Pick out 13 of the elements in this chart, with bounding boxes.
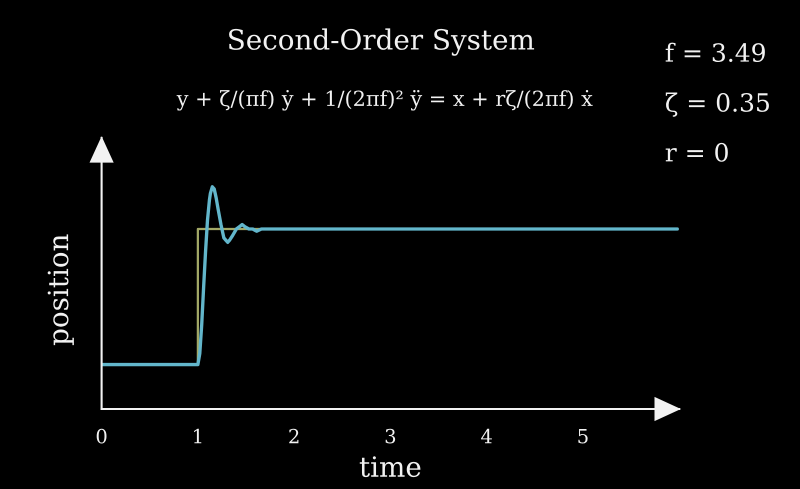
chart-title: Second-Order System [229,28,534,56]
x-tick-label: 1 [194,428,202,444]
text: f = 3.49 [666,42,765,62]
y-axis-title: position [48,234,74,346]
x-tick-label: 2 [289,428,298,444]
x-tick-label: 4 [481,428,492,444]
text: ζ = 0.35 [666,92,769,117]
chart-subtitle: y + ζ/(πf) ẏ + 1/(2πf)² ÿ = x + rζ/(2πf) ẋ [176,90,593,111]
x-tick-label: 3 [386,428,396,444]
text: r = 0 [666,142,728,162]
x-tick-label: 0 [96,428,106,444]
x-axis-title: time [360,456,420,478]
x-tick-label: 5 [578,429,588,444]
